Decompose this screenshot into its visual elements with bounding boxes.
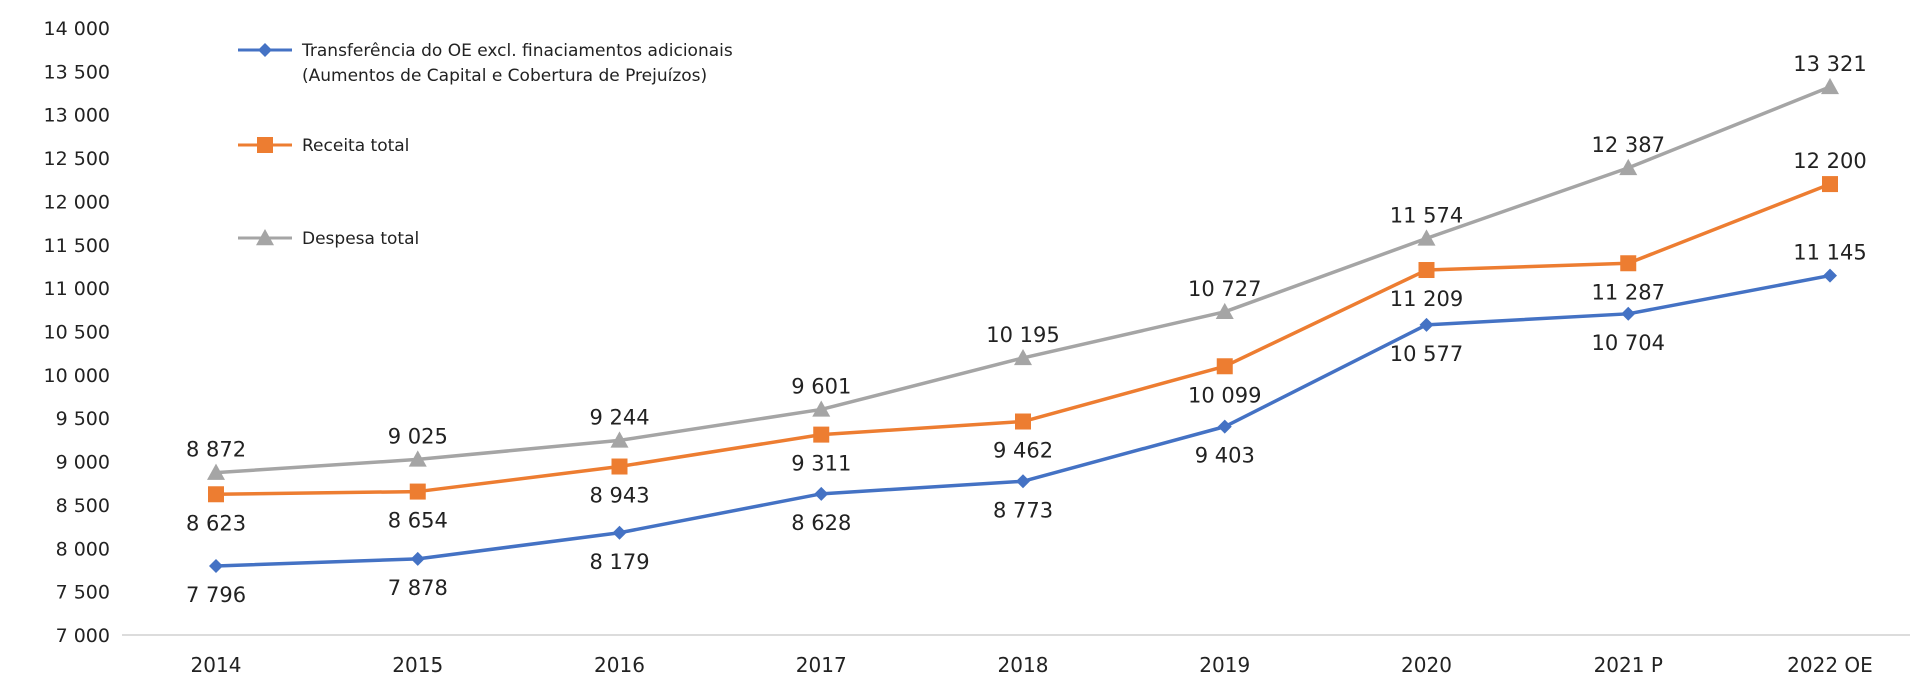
x-tick-label: 2015 [392,653,443,677]
x-tick-label: 2016 [594,653,645,677]
x-tick-label: 2018 [998,653,1049,677]
legend-marker-1 [258,43,272,57]
data-label-series-3: 8 872 [186,438,246,462]
series-2-point [611,458,628,475]
data-label-series-3: 13 321 [1793,52,1866,76]
legend-label-1-line2: (Aumentos de Capital e Cobertura de Prej… [302,66,707,86]
data-label-series-3: 10 195 [986,323,1059,347]
data-label-series-1: 9 403 [1195,444,1255,468]
y-tick-label: 10 500 [44,322,110,344]
series-2-point [1216,358,1233,375]
data-label-series-1: 7 796 [186,583,246,607]
y-tick-label: 11 000 [44,278,110,300]
y-tick-label: 10 000 [44,365,110,387]
data-label-series-3: 12 387 [1592,133,1665,157]
legend-label-3: Despesa total [302,229,419,249]
series-2-point [208,486,224,503]
series-1-point [612,525,627,540]
legend-marker-3 [256,229,274,246]
data-label-series-3: 9 601 [791,374,851,398]
y-tick-label: 13 000 [44,105,110,127]
legend-label-2: Receita total [302,136,409,156]
data-label-series-1: 8 773 [993,498,1053,522]
data-label-series-2: 8 623 [186,511,246,535]
data-label-series-2: 8 943 [589,484,649,508]
series-1-point [209,558,223,573]
y-tick-label: 9 500 [56,408,110,430]
y-tick-label: 11 500 [44,235,110,257]
series-1-point [1217,419,1232,434]
data-label-series-3: 9 025 [388,424,448,448]
data-label-series-1: 11 145 [1793,241,1866,265]
x-tick-label: 2019 [1199,653,1250,677]
y-tick-label: 9 000 [56,452,110,474]
series-3-point [812,400,831,417]
y-tick-label: 13 500 [44,61,110,83]
x-tick-label: 2014 [191,653,242,677]
series-3-point [1821,77,1839,95]
series-2-point [1418,262,1435,279]
legend-label-1: Transferência do OE excl. finaciamentos … [301,41,733,61]
data-label-series-1: 7 878 [388,576,448,600]
x-tick-label: 2020 [1401,653,1452,677]
series-2-point [813,426,830,443]
data-label-series-2: 12 200 [1793,149,1866,173]
data-label-series-3: 9 244 [589,405,649,429]
y-tick-label: 7 500 [56,582,110,604]
series-3-point [1014,348,1032,366]
series-3-point [1619,158,1638,176]
legend-marker-2 [257,137,273,153]
series-2-point [1822,176,1838,193]
series-1-point [814,486,829,501]
series-1-point [1419,317,1434,332]
data-label-series-2: 10 099 [1188,383,1261,407]
y-tick-label: 8 000 [56,538,110,560]
series-2-point [409,483,426,500]
series-3-point [408,450,427,467]
series-2-point [1620,255,1637,272]
data-label-series-3: 11 574 [1390,203,1463,227]
series-3-point [1417,229,1436,246]
data-label-series-1: 10 704 [1592,331,1665,355]
data-label-series-2: 9 462 [993,439,1053,463]
data-label-series-1: 8 179 [589,550,649,574]
data-label-series-3: 10 727 [1188,277,1261,301]
series-1-point [1823,268,1837,283]
series-1-point [1016,474,1030,489]
y-tick-label: 12 000 [44,191,110,213]
series-2-point [1015,413,1031,430]
y-tick-label: 14 000 [44,18,110,40]
data-label-series-2: 11 287 [1592,280,1665,304]
series-1-point [410,551,425,566]
data-label-series-1: 8 628 [791,511,851,535]
data-label-series-2: 9 311 [791,452,851,476]
series-3-point [610,431,629,448]
data-label-series-2: 11 209 [1390,287,1463,311]
series-1-point [1621,306,1636,321]
x-tick-label: 2022 OE [1787,653,1873,677]
series-3-point [207,463,225,480]
y-tick-label: 12 500 [44,148,110,170]
y-tick-label: 7 000 [56,625,110,647]
data-label-series-2: 8 654 [388,509,448,533]
x-tick-label: 2017 [796,653,847,677]
series-3-point [1215,302,1234,320]
x-tick-label: 2021 P [1594,653,1663,677]
y-tick-label: 8 500 [56,495,110,517]
data-label-series-1: 10 577 [1390,342,1463,366]
